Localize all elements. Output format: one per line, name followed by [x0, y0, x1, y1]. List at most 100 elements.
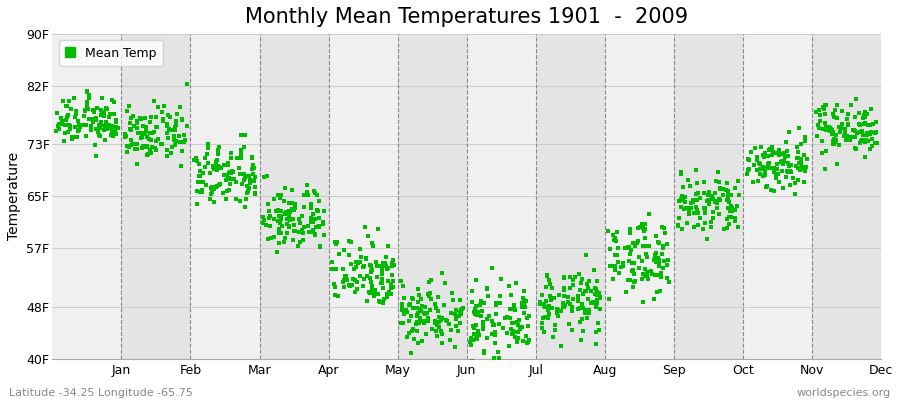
Point — [374, 271, 389, 278]
Point — [234, 147, 248, 153]
Point — [123, 126, 138, 132]
Point — [828, 107, 842, 114]
Point — [626, 267, 640, 274]
Point — [402, 302, 417, 308]
Point — [589, 341, 603, 348]
Point — [410, 299, 425, 306]
Point — [338, 247, 352, 253]
Point — [99, 119, 113, 126]
Point — [556, 285, 571, 292]
Point — [373, 298, 387, 305]
Point — [670, 223, 685, 229]
Point — [655, 251, 670, 258]
Point — [829, 137, 843, 143]
Point — [294, 227, 309, 233]
Point — [757, 165, 771, 171]
Point — [782, 129, 796, 135]
Point — [784, 162, 798, 169]
Point — [465, 357, 480, 364]
Point — [509, 319, 524, 325]
Point — [592, 290, 607, 296]
Point — [371, 226, 385, 232]
Point — [102, 114, 116, 120]
Y-axis label: Temperature: Temperature — [7, 152, 21, 240]
Point — [516, 295, 530, 302]
Point — [106, 99, 121, 106]
Point — [697, 205, 711, 211]
Point — [220, 172, 234, 178]
Point — [238, 132, 253, 138]
Point — [557, 287, 572, 293]
Point — [304, 215, 319, 221]
Point — [259, 222, 274, 228]
Point — [789, 163, 804, 170]
Point — [207, 199, 221, 205]
Point — [432, 324, 446, 330]
Point — [439, 318, 454, 324]
Point — [272, 226, 286, 232]
Point — [573, 319, 588, 326]
Point — [508, 306, 522, 313]
Point — [194, 179, 208, 186]
Point — [59, 103, 74, 110]
Point — [724, 208, 739, 214]
Bar — [742, 34, 812, 358]
Point — [489, 302, 503, 308]
Point — [68, 114, 83, 120]
Point — [325, 258, 339, 265]
Point — [513, 326, 527, 332]
Point — [360, 233, 374, 239]
Point — [609, 252, 624, 259]
Point — [345, 282, 359, 288]
Point — [212, 182, 226, 188]
Point — [776, 184, 790, 191]
Point — [485, 331, 500, 337]
Point — [689, 197, 704, 204]
Point — [731, 223, 745, 230]
Point — [637, 266, 652, 272]
Point — [238, 174, 253, 181]
Point — [473, 313, 488, 320]
Point — [633, 224, 647, 230]
Point — [491, 349, 506, 355]
Point — [379, 254, 393, 261]
Point — [76, 121, 90, 128]
Point — [107, 124, 122, 130]
Point — [341, 282, 356, 288]
Point — [848, 128, 862, 134]
Point — [378, 259, 392, 266]
Point — [863, 131, 878, 137]
Point — [429, 305, 444, 311]
Point — [536, 329, 551, 335]
Point — [98, 123, 112, 129]
Point — [657, 258, 671, 264]
Point — [102, 122, 116, 128]
Point — [673, 196, 688, 203]
Point — [328, 284, 342, 290]
Point — [209, 159, 223, 165]
Point — [297, 192, 311, 198]
Point — [376, 263, 391, 269]
Point — [256, 214, 270, 220]
Point — [246, 162, 260, 168]
Point — [602, 296, 616, 302]
Point — [353, 272, 367, 279]
Point — [311, 198, 326, 204]
Point — [130, 140, 144, 147]
Point — [167, 136, 182, 143]
Point — [248, 184, 262, 190]
Point — [135, 130, 149, 136]
Point — [708, 199, 723, 205]
Point — [488, 329, 502, 335]
Point — [616, 260, 630, 266]
Point — [627, 270, 642, 277]
Point — [655, 245, 670, 251]
Point — [306, 219, 320, 225]
Point — [436, 301, 451, 308]
Point — [858, 109, 872, 115]
Point — [91, 129, 105, 135]
Point — [99, 120, 113, 126]
Point — [593, 306, 608, 312]
Point — [243, 180, 257, 186]
Point — [827, 136, 842, 142]
